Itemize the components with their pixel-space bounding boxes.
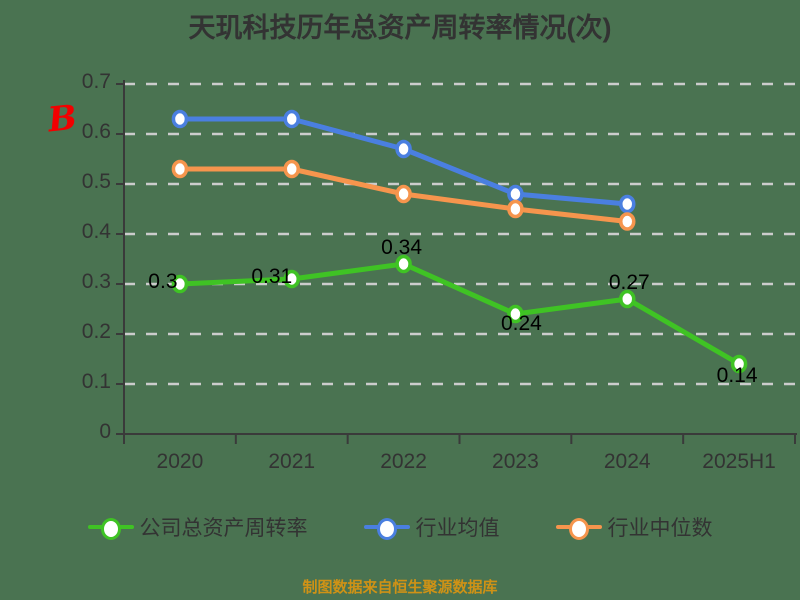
y-axis-tick-label: 0: [99, 420, 111, 443]
data-point-marker: [619, 212, 636, 231]
y-axis-tick-label: 0.4: [81, 220, 111, 243]
data-point-marker: [395, 254, 412, 274]
y-axis-tick-label: 0.5: [81, 170, 111, 193]
x-axis-tick-label: 2023: [492, 450, 539, 473]
y-axis-tick-label: 0.7: [81, 70, 111, 93]
series-lines-group: [177, 116, 742, 367]
data-point-marker: [171, 274, 189, 294]
y-axis-tick-label: 0.3: [81, 270, 111, 293]
y-axis-tick-label: 0.2: [81, 320, 111, 343]
legend-dot: [568, 518, 589, 540]
data-point-marker: [619, 194, 636, 214]
data-point-marker: [507, 199, 524, 219]
x-axis-tick-label: 2025H1: [702, 450, 776, 473]
legend-item[interactable]: 行业均值: [363, 512, 500, 542]
data-point-marker: [507, 184, 524, 204]
y-axis-tick-label: 0.1: [81, 370, 111, 393]
legend-item[interactable]: 行业中位数: [555, 512, 713, 542]
data-point-marker: [283, 159, 300, 179]
legend-dot: [100, 518, 121, 540]
data-point-label: 0.34: [381, 236, 423, 259]
x-axis-tick-label: 2021: [268, 450, 316, 473]
legend-dot: [376, 518, 397, 540]
series-line: [177, 261, 742, 367]
legend-label: 行业中位数: [607, 517, 713, 540]
data-point-label: 0.24: [500, 312, 542, 335]
data-point-marker: [283, 269, 300, 289]
data-point-marker: [171, 109, 189, 129]
legend-item[interactable]: 公司总资产周转率: [87, 512, 308, 542]
data-point-marker: [395, 139, 412, 159]
x-axis-tick-label: 2024: [603, 450, 651, 473]
data-point-marker: [283, 109, 300, 129]
data-point-marker: [507, 304, 524, 324]
data-point-label: 0.3: [148, 270, 178, 293]
y-axis-tick-label: 0.6: [81, 120, 111, 143]
data-point-marker: [395, 184, 412, 204]
data-point-marker: [730, 354, 748, 374]
chart-title: 天玑科技历年总资产周转率情况(次): [188, 13, 612, 43]
data-point-label: 0.27: [608, 271, 650, 294]
legend-marker-icon: [363, 515, 410, 540]
data-point-marker: [619, 289, 636, 309]
x-axis-tick-label: 2022: [380, 450, 427, 473]
gridlines-group: [124, 82, 797, 386]
chart-legend: 公司总资产周转率 行业均值 行业中位数: [0, 512, 800, 542]
data-point-label: 0.14: [716, 364, 758, 387]
axis-lines-group: [116, 80, 797, 444]
legend-label: 行业均值: [415, 517, 500, 540]
legend-marker-icon: [555, 515, 602, 540]
legend-label: 公司总资产周转率: [139, 517, 308, 540]
data-point-label: 0.31: [251, 265, 293, 288]
data-point-marker: [171, 159, 189, 179]
x-axis-tick-label: 2020: [156, 450, 204, 473]
legend-marker-icon: [87, 515, 134, 540]
footer-note: 制图数据来自恒生聚源数据库: [302, 579, 498, 596]
series-points-group: [171, 109, 748, 374]
